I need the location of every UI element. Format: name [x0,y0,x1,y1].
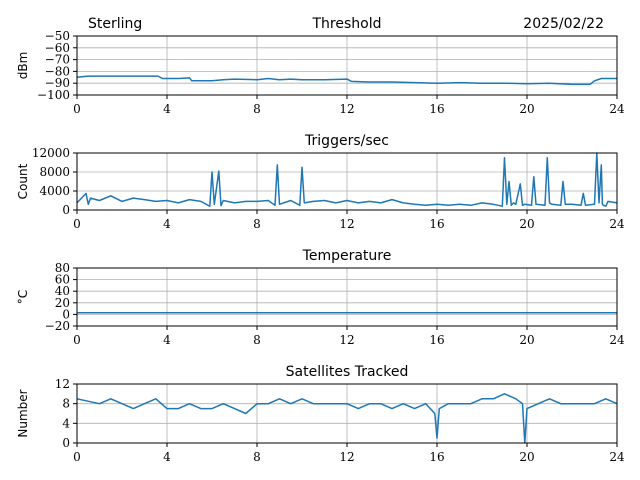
satellites-y-tick-label: 8 [62,397,70,411]
triggers-x-tick-label: 20 [519,217,534,231]
satellites-y-tick-label: 12 [55,377,70,391]
threshold-y-tick-label: −90 [45,76,70,90]
temperature-y-tick-label: 40 [55,284,70,298]
temperature-title: Temperature [302,248,392,264]
station-label: Sterling [88,16,142,32]
temperature-y-tick-label: −20 [45,319,70,333]
satellites-x-tick-label: 8 [253,450,261,464]
satellites-y-tick-label: 4 [62,416,70,430]
triggers-x-tick-label: 12 [339,217,354,231]
triggers-x-tick-label: 24 [609,217,625,231]
threshold-x-tick-label: 24 [609,102,625,116]
temperature-x-tick-label: 20 [519,333,534,347]
threshold-x-tick-label: 20 [519,102,534,116]
triggers-panel: 0 4 8 12 16 20 24 0 4000 8000 12000 Triggers/sec Cou… [16,133,625,231]
temperature-x-tick-label: 24 [609,333,625,347]
temperature-x-tick-label: 12 [339,333,354,347]
triggers-y-tick-label: 4000 [39,184,70,198]
threshold-series-line [76,75,617,86]
threshold-y-tick-label: −80 [45,64,70,78]
threshold-y-tick-label: −50 [45,29,70,43]
triggers-x-tick-label: 16 [429,217,444,231]
triggers-x-tick-label: 0 [73,217,81,231]
triggers-x-tick-label: 8 [253,217,261,231]
date-label: 2025/02/22 [523,16,604,32]
satellites-panel: 0 4 8 12 16 20 24 0 4 8 12 Satellites Tracked Number [16,364,625,464]
threshold-x-tick-label: 16 [429,102,444,116]
temperature-x-tick-label: 16 [429,333,444,347]
threshold-title: Threshold [312,16,382,32]
triggers-x-tick-label: 4 [163,217,171,231]
threshold-x-tick-label: 0 [73,102,81,116]
temperature-x-tick-label: 8 [253,333,261,347]
temperature-y-axis-label: °C [16,290,30,304]
satellites-x-tick-label: 0 [73,450,81,464]
triggers-series-line [76,152,618,207]
satellites-x-tick-label: 24 [609,450,625,464]
threshold-x-tick-label: 12 [339,102,354,116]
temperature-y-tick-label: 20 [55,296,70,310]
satellites-x-tick-label: 16 [429,450,444,464]
triggers-y-tick-label: 12000 [32,146,70,160]
satellites-title: Satellites Tracked [286,364,409,380]
threshold-panel: 0 4 8 12 16 20 24 −100−90−80−70−60−50 Threshold d… [16,16,625,116]
threshold-x-tick-label: 8 [253,102,261,116]
triggers-y-tick-label: 8000 [39,165,70,179]
satellites-y-tick-label: 0 [62,436,70,450]
triggers-y-tick-label: 0 [62,203,70,217]
temperature-x-tick-label: 0 [73,333,81,347]
threshold-y-axis-label: dBm [16,52,30,80]
satellites-y-axis-label: Number [16,389,30,437]
temperature-y-tick-label: 60 [55,273,70,287]
threshold-y-tick-label: −70 [45,53,70,67]
threshold-x-tick-label: 4 [163,102,171,116]
satellites-x-tick-label: 12 [339,450,354,464]
triggers-y-axis-label: Count [16,163,30,199]
satellites-x-tick-label: 4 [163,450,171,464]
triggers-title: Triggers/sec [304,133,389,149]
threshold-y-tick-label: −100 [37,88,70,102]
threshold-y-tick-label: −60 [45,41,70,55]
satellites-x-tick-label: 20 [519,450,534,464]
temperature-y-tick-label: 80 [55,261,70,275]
temperature-y-tick-label: 0 [62,307,70,321]
satellites-series-line [76,393,618,444]
temperature-x-tick-label: 4 [163,333,171,347]
